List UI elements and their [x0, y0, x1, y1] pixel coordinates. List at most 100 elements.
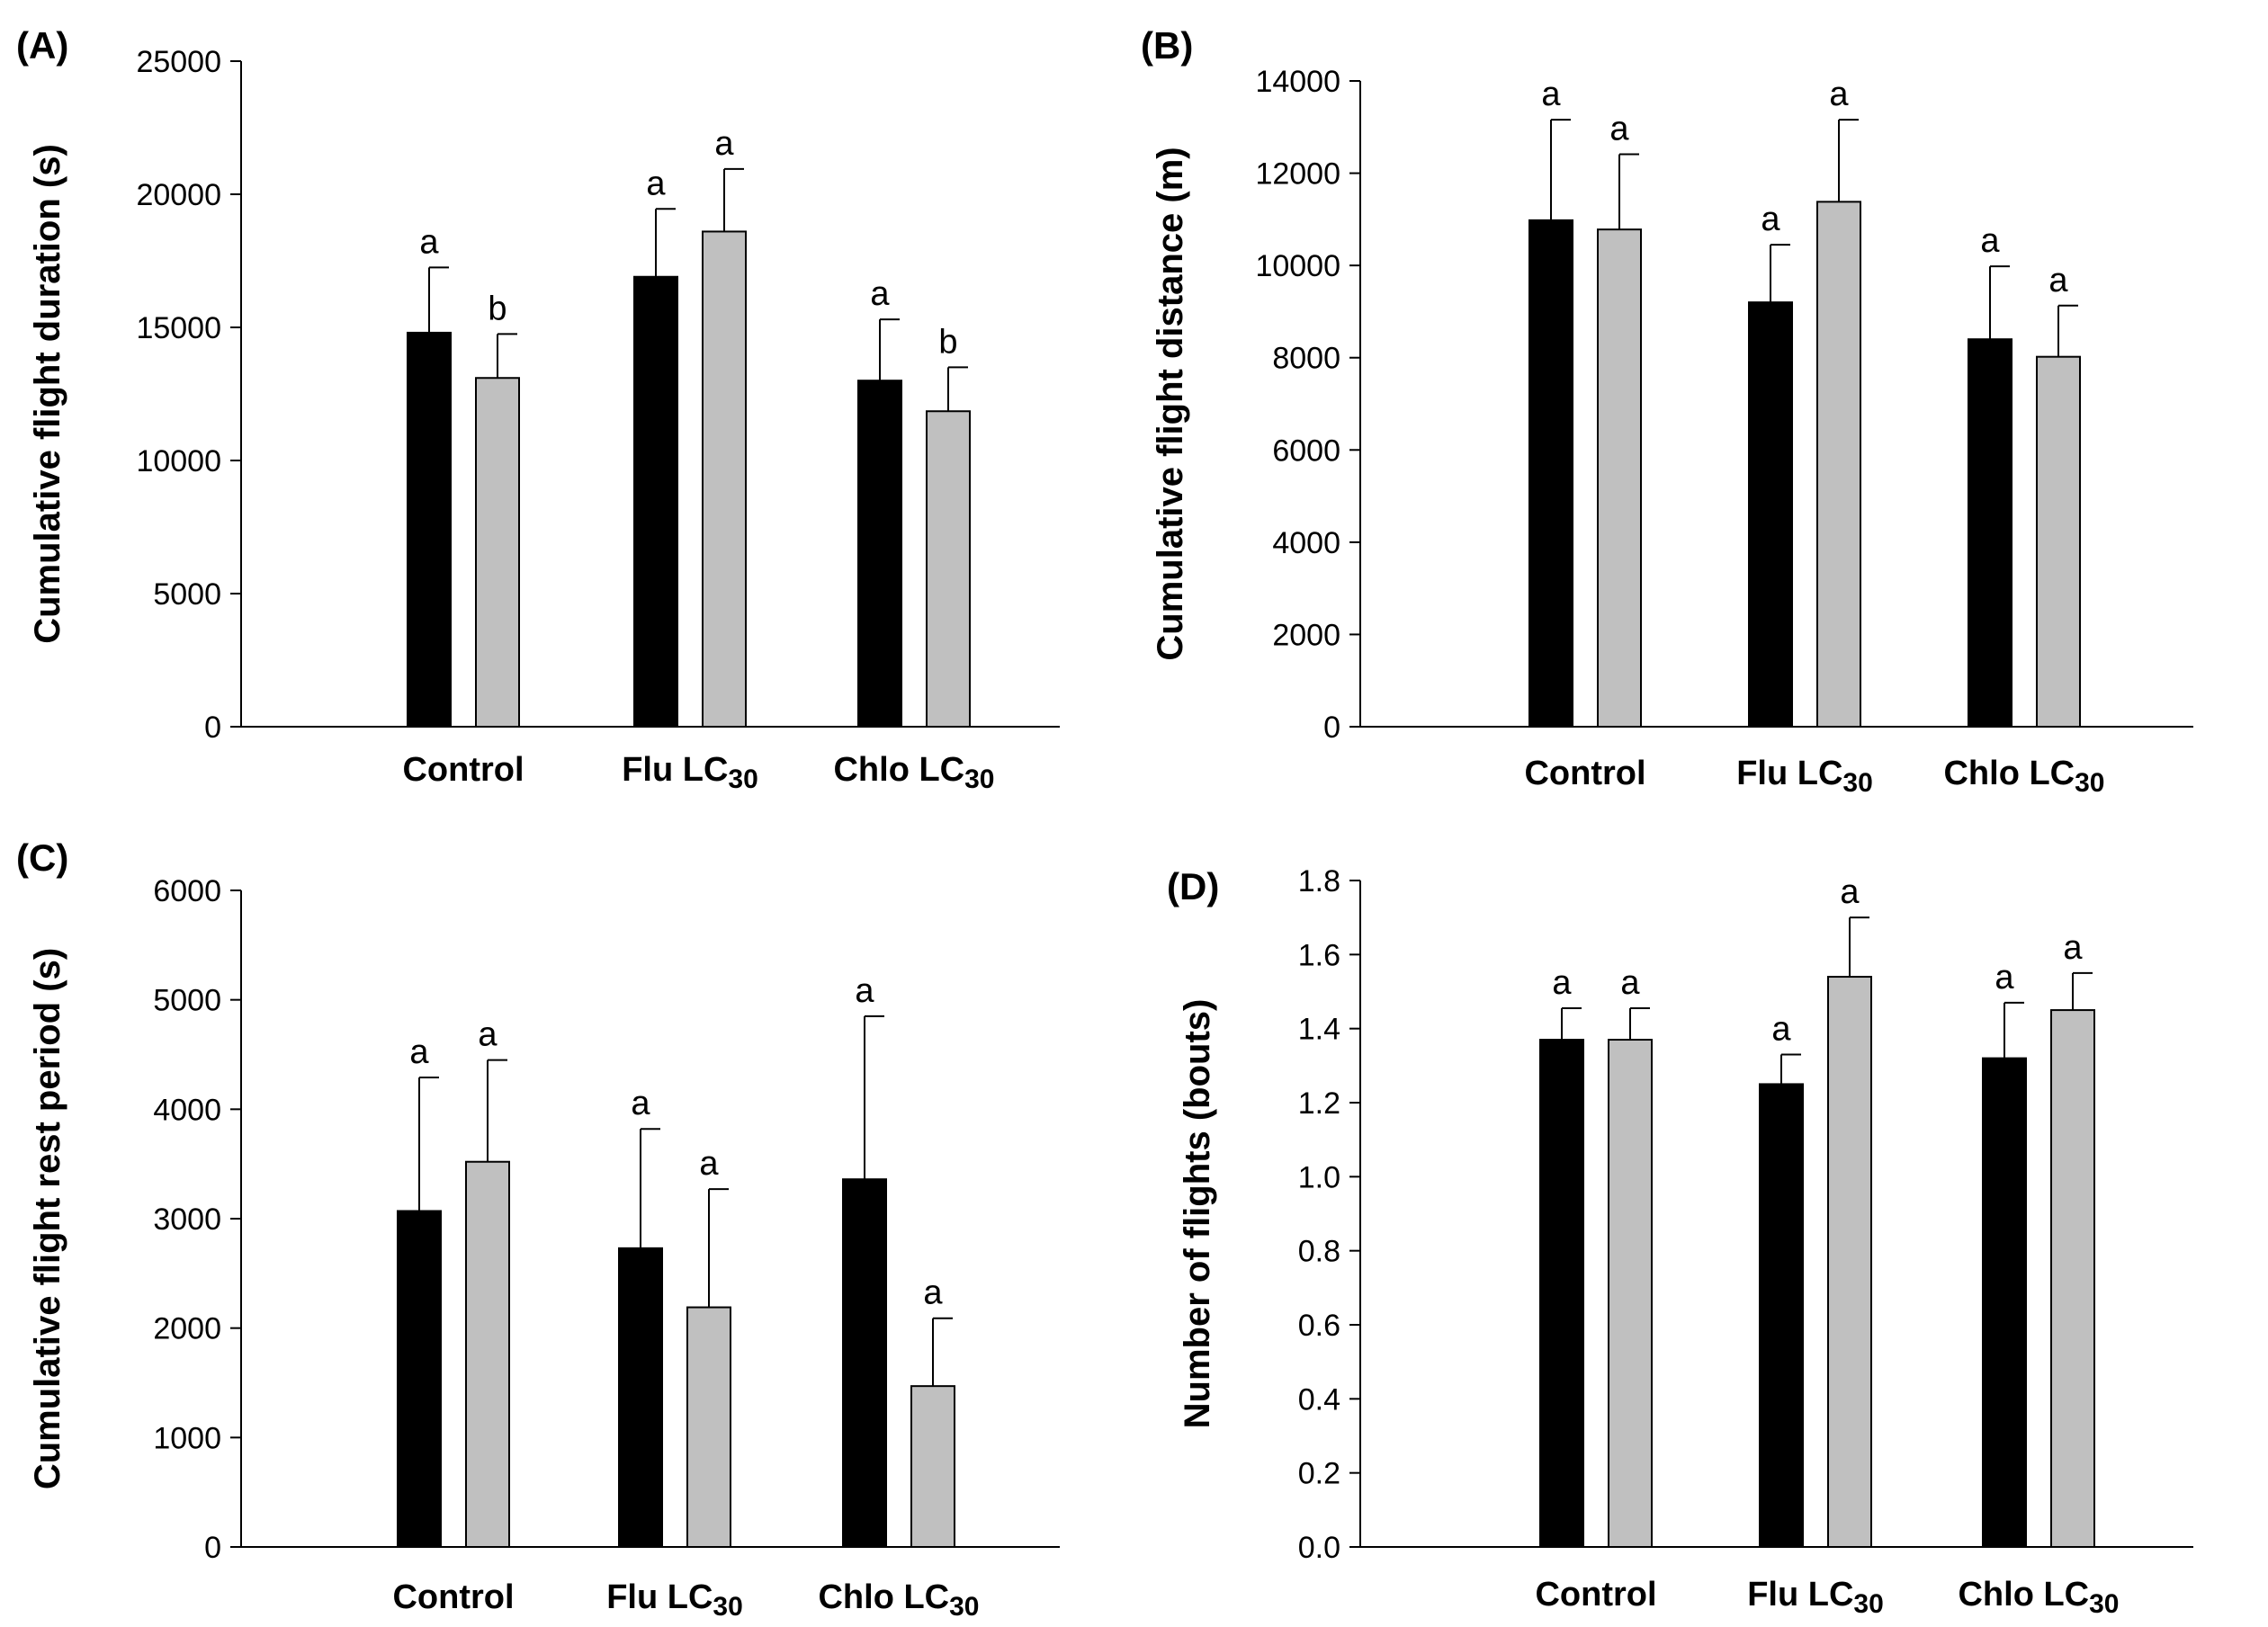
- bar: [618, 1247, 663, 1548]
- y-axis-title: Number of flights (bouts): [1178, 999, 1217, 1429]
- significance-letter: a: [1552, 964, 1572, 1002]
- category-label: Chlo LC30: [833, 751, 994, 794]
- category-subscript: 30: [964, 764, 994, 794]
- category-subscript: 30: [1842, 768, 1872, 798]
- bar: [633, 275, 678, 728]
- y-tick-label: 2000: [153, 1312, 221, 1346]
- bar: [1608, 1039, 1653, 1549]
- bar: [857, 380, 902, 728]
- category-subscript: 30: [949, 1592, 979, 1622]
- panel-c: (C) Cumulative flight rest period (s) 0 100…: [16, 836, 1060, 1622]
- y-tick-label: 0: [1323, 711, 1340, 745]
- y-tick-label: 0: [204, 711, 221, 745]
- y-tick-label: 0.0: [1298, 1531, 1340, 1565]
- significance-letter: a: [1761, 201, 1780, 238]
- significance-letter: a: [1771, 1010, 1791, 1048]
- significance-letter: a: [1541, 76, 1561, 113]
- category-label: Control: [392, 1578, 514, 1616]
- category-label: Chlo LC30: [818, 1578, 979, 1622]
- y-tick-label: 6000: [153, 874, 221, 908]
- bar: [1528, 219, 1573, 728]
- y-tick-label: 25000: [136, 45, 221, 79]
- bar: [1597, 228, 1642, 728]
- bar: [2050, 1009, 2095, 1549]
- y-tick-label: 1.6: [1298, 938, 1340, 972]
- bar: [1539, 1039, 1584, 1549]
- category-name: Control: [1524, 755, 1645, 792]
- y-tick-label: 6000: [1272, 434, 1340, 468]
- panel-b: (B) Cumulative flight distance (m) 0 2000 40…: [1141, 24, 2193, 798]
- category-subscript: 30: [713, 1592, 742, 1622]
- category-label: Flu LC30: [1736, 755, 1873, 798]
- bar: [397, 1210, 442, 1548]
- significance-letter: a: [2048, 262, 2068, 299]
- y-tick-label: 1.2: [1298, 1086, 1340, 1121]
- significance-letter: a: [714, 125, 734, 163]
- y-axis-title: Cumulative flight duration (s): [28, 144, 67, 644]
- y-axis-title: Cumulative flight distance (m): [1151, 147, 1190, 660]
- significance-letter: a: [1995, 959, 2014, 997]
- y-tick-label: 12000: [1255, 157, 1340, 192]
- bar: [1968, 338, 2013, 728]
- bar: [1816, 201, 1861, 728]
- category-label: Flu LC30: [606, 1578, 743, 1622]
- y-tick-label: 0.8: [1298, 1235, 1340, 1269]
- significance-letter: a: [1840, 873, 1860, 911]
- panel-d: (D) Number of flights (bouts) 0.0 0.2 0.4 0.6…: [1167, 864, 2193, 1619]
- bar: [407, 331, 452, 728]
- significance-letter: a: [646, 165, 666, 202]
- significance-letter: b: [488, 290, 506, 327]
- category-name: Control: [392, 1578, 514, 1616]
- bar: [2036, 355, 2081, 728]
- category-name: Flu LC: [622, 751, 728, 789]
- category-name: Chlo LC: [1958, 1576, 2089, 1614]
- category-name: Control: [402, 751, 524, 789]
- significance-letter: a: [409, 1033, 429, 1071]
- bar: [475, 377, 520, 728]
- y-tick-label: 20000: [136, 178, 221, 212]
- y-tick-label: 14000: [1255, 65, 1340, 99]
- bar: [842, 1178, 887, 1548]
- category-label: Flu LC30: [622, 751, 758, 794]
- category-name: Flu LC: [1747, 1576, 1853, 1614]
- bar: [1982, 1057, 2027, 1548]
- bar: [1759, 1083, 1804, 1548]
- category-label: Chlo LC30: [1958, 1576, 2119, 1619]
- significance-letter: a: [1609, 111, 1629, 148]
- significance-letter: a: [631, 1085, 650, 1122]
- panel-a: (A) Cumulative flight duration (s) 0 5000 10…: [16, 24, 1060, 794]
- panel-label: (B): [1141, 24, 1193, 67]
- significance-letter: a: [699, 1145, 719, 1183]
- bar: [465, 1160, 510, 1548]
- significance-letter: a: [2063, 929, 2083, 967]
- y-tick-label: 0.6: [1298, 1309, 1340, 1343]
- y-tick-label: 8000: [1272, 342, 1340, 376]
- significance-letter: a: [1980, 222, 2000, 260]
- y-tick-label: 2000: [1272, 618, 1340, 652]
- significance-letter: a: [870, 275, 890, 313]
- bar: [910, 1385, 955, 1549]
- significance-letter: b: [938, 323, 957, 361]
- category-label: Chlo LC30: [1943, 755, 2104, 798]
- category-subscript: 30: [2075, 768, 2104, 798]
- y-tick-label: 4000: [153, 1093, 221, 1127]
- category-name: Chlo LC: [818, 1578, 949, 1616]
- panel-label: (A): [16, 24, 68, 67]
- y-tick-label: 1.0: [1298, 1160, 1340, 1194]
- y-tick-label: 10000: [136, 444, 221, 478]
- category-subscript: 30: [1853, 1589, 1883, 1619]
- y-tick-label: 1000: [153, 1421, 221, 1455]
- panel-label: (D): [1167, 865, 1219, 907]
- y-tick-label: 5000: [153, 984, 221, 1018]
- bar: [1748, 301, 1793, 728]
- y-tick-label: 1.8: [1298, 864, 1340, 898]
- y-tick-label: 15000: [136, 311, 221, 345]
- category-name: Chlo LC: [1943, 755, 2075, 792]
- bar: [926, 410, 971, 728]
- bar: [702, 230, 747, 728]
- y-tick-label: 3000: [153, 1202, 221, 1237]
- category-subscript: 30: [728, 764, 757, 794]
- y-tick-label: 0.4: [1298, 1382, 1340, 1417]
- category-name: Control: [1535, 1576, 1656, 1614]
